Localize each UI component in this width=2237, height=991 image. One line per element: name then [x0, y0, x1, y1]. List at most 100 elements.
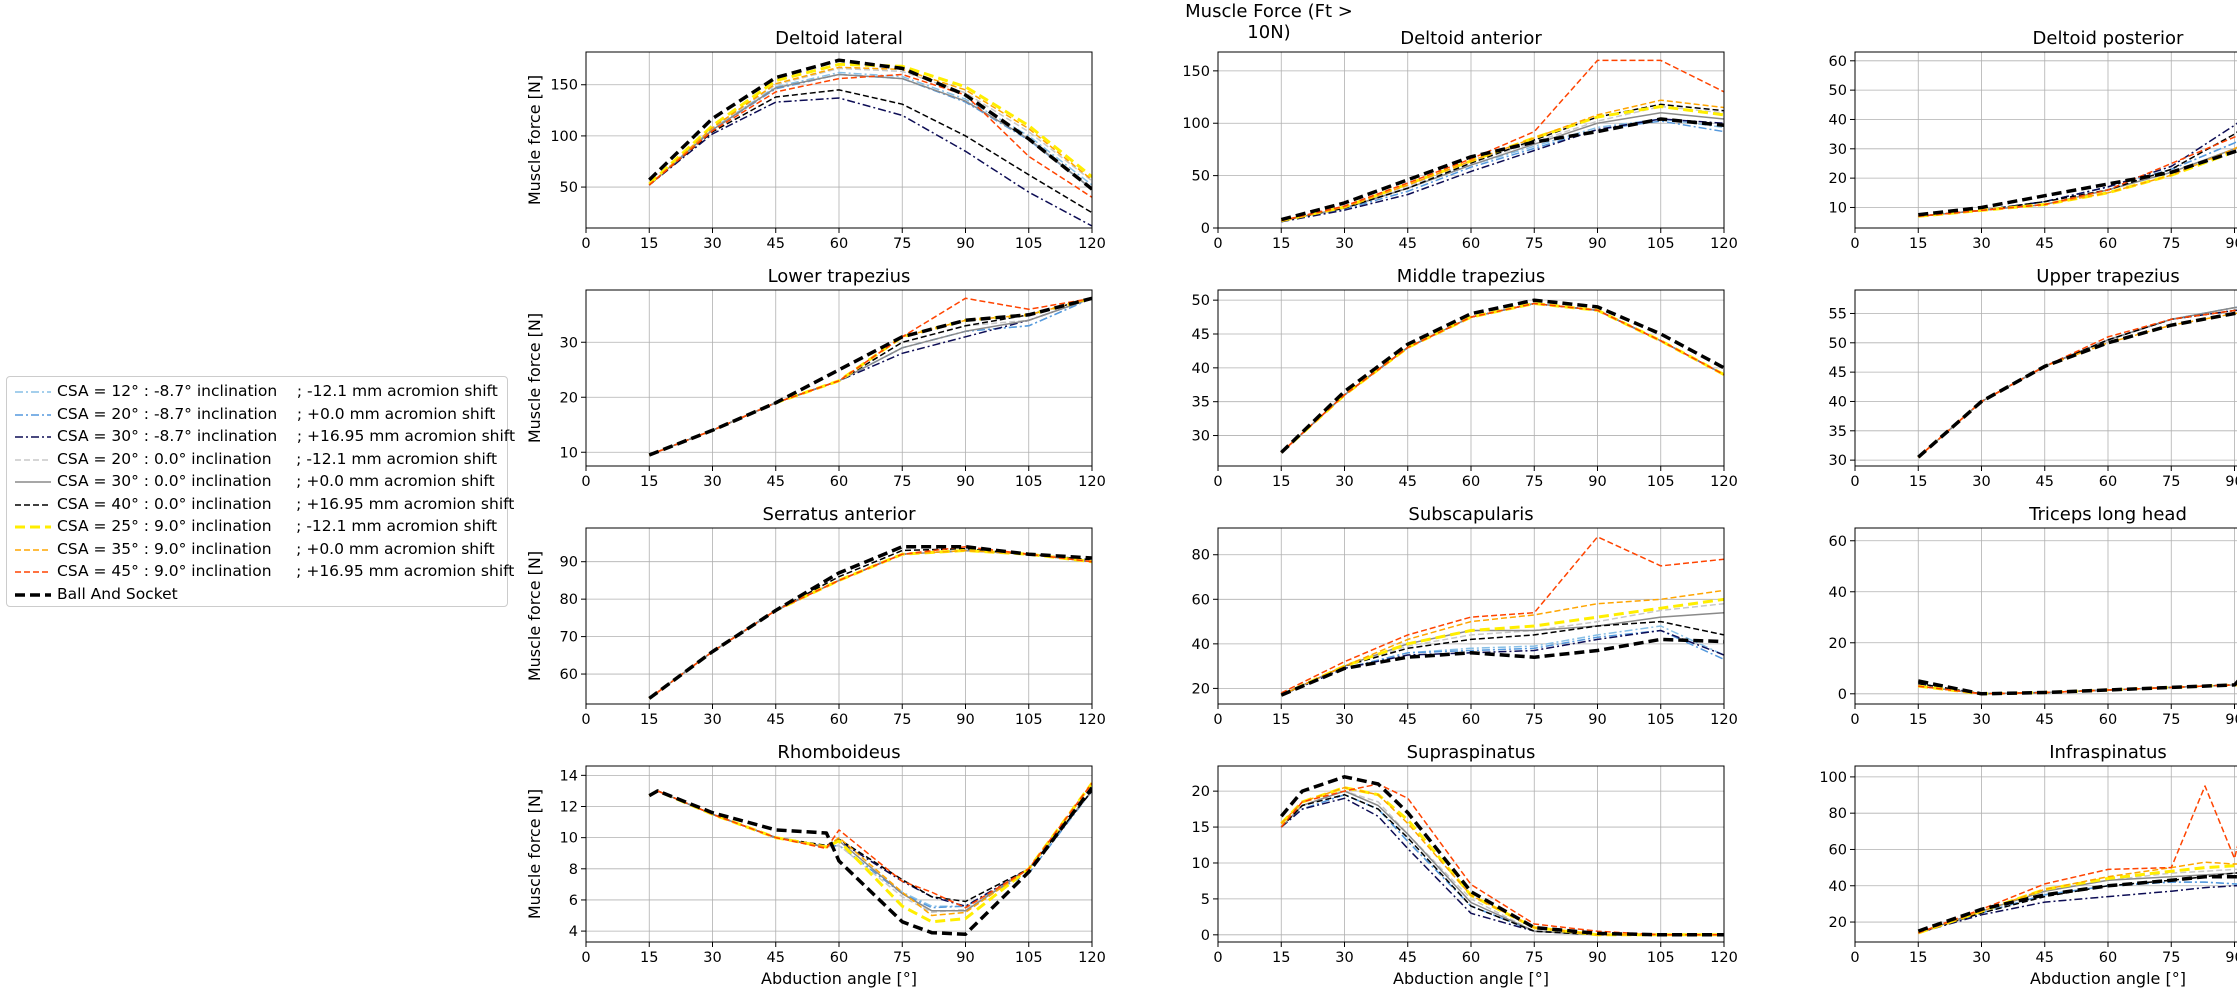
x-tick-label: 75	[1525, 950, 1543, 966]
series-line-csa-30-8-7-inclination-16-95-mm-acromion-shift	[1281, 118, 1724, 223]
series-line-csa-35-9-0-inclination-0-0-mm-acromion-shift	[648, 549, 1092, 700]
series-line-csa-12-8-7-inclination-12-1-mm-acromion-shift	[1918, 140, 2237, 218]
y-tick-label: 45	[1829, 365, 1847, 381]
series-line-csa-30-0-0-inclination-0-0-mm-acromion-shift	[1280, 302, 1724, 454]
series-line-csa-40-0-0-inclination-16-95-mm-acromion-shift	[1280, 620, 1724, 696]
axes-frame	[1854, 765, 2237, 943]
series-line-csa-25-9-0-inclination-12-1-mm-acromion-shift	[1280, 302, 1724, 454]
x-tick-label: 45	[767, 474, 785, 490]
series-line-csa-45-9-0-inclination-16-95-mm-acromion-shift	[648, 545, 1092, 700]
x-tick-label: 0	[581, 712, 590, 728]
series-line-csa-45-9-0-inclination-16-95-mm-acromion-shift	[1281, 59, 1724, 222]
y-tick-label: 35	[1829, 424, 1847, 440]
x-tick-label: 105	[1015, 712, 1043, 728]
subplot-title: Middle trapezius	[1397, 266, 1545, 287]
series-line-csa-40-0-0-inclination-16-95-mm-acromion-shift	[648, 790, 1092, 903]
x-tick-label: 105	[1647, 236, 1675, 252]
x-tick-label: 90	[1588, 950, 1606, 966]
x-tick-label: 15	[640, 474, 658, 490]
x-tick-label: 75	[2162, 474, 2180, 490]
y-tick-label: 90	[560, 555, 578, 571]
legend-swatch	[15, 503, 51, 506]
series-line-csa-45-9-0-inclination-16-95-mm-acromion-shift	[1918, 785, 2237, 934]
x-tick-label: 90	[956, 236, 974, 252]
series-line-ball-and-socket	[648, 296, 1092, 457]
y-tick-label: 35	[1192, 395, 1210, 411]
subplot-middle-trapezius: 0 15 30 45 60 75 90 105 120 30 35 40 45 50 Middle trap…	[1192, 266, 1738, 490]
series-line-csa-40-0-0-inclination-16-95-mm-acromion-shift	[648, 547, 1092, 700]
subplot-rhomboideus: 0 15 30 45 60 75 90 105 120 4 6 8 10 12 14 Rhomboideus M…	[525, 742, 1106, 988]
y-axis-label: Muscle force [N]	[525, 789, 544, 919]
y-tick-label: 60	[560, 667, 578, 683]
subplot-triceps-long-head: 01530456075901051200204060Triceps long h…	[1829, 504, 2237, 728]
series-line-ball-and-socket	[1917, 679, 2237, 696]
series-line-csa-20-8-7-inclination-0-0-mm-acromion-shift	[1918, 683, 2237, 695]
x-tick-label: 0	[581, 236, 590, 252]
subplot-title: Serratus anterior	[763, 504, 917, 525]
axes-frame	[1854, 289, 2237, 467]
x-tick-label: 30	[1335, 236, 1353, 252]
legend-label: CSA = 35° : 9.0° inclination ; +0.0 mm a…	[57, 539, 495, 558]
x-tick-label: 30	[703, 950, 721, 966]
x-tick-label: 105	[1647, 474, 1675, 490]
series-line-csa-45-9-0-inclination-16-95-mm-acromion-shift	[1280, 536, 1724, 694]
series-line-csa-12-8-7-inclination-12-1-mm-acromion-shift	[648, 71, 1092, 186]
y-tick-label: 40	[1829, 879, 1847, 895]
x-tick-label: 120	[1710, 712, 1738, 728]
x-tick-label: 90	[956, 950, 974, 966]
y-tick-label: 0	[1201, 221, 1210, 237]
series-line-csa-45-9-0-inclination-16-95-mm-acromion-shift	[1917, 309, 2237, 458]
series-line-csa-12-8-7-inclination-12-1-mm-acromion-shift	[1918, 682, 2237, 695]
subplot-title: Deltoid anterior	[1400, 28, 1542, 49]
series-line-ball-and-socket	[648, 58, 1092, 191]
y-tick-label: 10	[1829, 200, 1847, 216]
x-tick-label: 15	[640, 236, 658, 252]
y-tick-label: 40	[1829, 394, 1847, 410]
legend-label: CSA = 12° : -8.7° inclination ; -12.1 mm…	[57, 382, 498, 400]
subplot-lower-trapezius: 0 15 30 45 60 75 90 105 120 10 20 30 Lower trapezius…	[525, 266, 1106, 490]
legend-swatch	[15, 548, 51, 551]
legend-swatch	[15, 391, 51, 393]
x-tick-label: 0	[1213, 712, 1222, 728]
legend-entry: CSA = 40° : 0.0° inclination ; +16.95 mm…	[7, 494, 514, 516]
x-tick-label: 0	[1213, 474, 1222, 490]
x-tick-label: 60	[830, 950, 848, 966]
x-tick-label: 45	[2036, 712, 2054, 728]
y-tick-label: 14	[560, 768, 578, 784]
x-tick-label: 30	[1972, 474, 1990, 490]
series-line-csa-30-0-0-inclination-0-0-mm-acromion-shift	[1918, 146, 2237, 218]
y-tick-label: 0	[1201, 928, 1210, 944]
x-tick-label: 90	[2225, 712, 2237, 728]
x-tick-label: 75	[893, 236, 911, 252]
legend: CSA = 12° : -8.7° inclination ; -12.1 mm…	[6, 376, 515, 607]
x-tick-label: 0	[1850, 950, 1859, 966]
x-tick-label: 45	[2036, 950, 2054, 966]
x-tick-label: 15	[1272, 950, 1290, 966]
y-tick-label: 100	[1182, 116, 1210, 132]
subplot-title: Infraspinatus	[2049, 742, 2167, 763]
series-line-csa-30-0-0-inclination-0-0-mm-acromion-shift	[1918, 684, 2237, 695]
legend-label: CSA = 45° : 9.0° inclination ; +16.95 mm…	[57, 562, 515, 580]
legend-label: CSA = 20° : -8.7° inclination ; +0.0 mm …	[57, 404, 496, 423]
x-tick-label: 60	[1462, 712, 1480, 728]
x-tick-label: 90	[956, 474, 974, 490]
series-line-ball-and-socket	[1280, 117, 1724, 222]
x-tick-label: 30	[1335, 950, 1353, 966]
series-line-csa-30-8-7-inclination-16-95-mm-acromion-shift	[1280, 302, 1724, 454]
series-line-csa-12-8-7-inclination-12-1-mm-acromion-shift	[648, 790, 1092, 907]
series-line-csa-40-0-0-inclination-16-95-mm-acromion-shift	[1917, 309, 2237, 458]
series-line-csa-45-9-0-inclination-16-95-mm-acromion-shift	[1280, 302, 1724, 454]
legend-entry: Ball And Socket	[7, 584, 507, 606]
series-line-ball-and-socket	[1917, 874, 2237, 933]
series-line-csa-25-9-0-inclination-12-1-mm-acromion-shift	[1280, 786, 1724, 937]
y-tick-label: 40	[1829, 585, 1847, 601]
x-tick-label: 75	[2162, 712, 2180, 728]
series-line-csa-25-9-0-inclination-12-1-mm-acromion-shift	[1917, 864, 2237, 935]
x-tick-label: 15	[1909, 950, 1927, 966]
legend-entry: CSA = 30° : -8.7° inclination ; +16.95 m…	[7, 426, 515, 448]
y-axis-label: Muscle force [N]	[525, 551, 544, 681]
series-line-csa-20-0-0-inclination-12-1-mm-acromion-shift	[1280, 302, 1724, 454]
x-tick-label: 45	[2036, 236, 2054, 252]
series-line-csa-35-9-0-inclination-0-0-mm-acromion-shift	[1917, 312, 2237, 458]
